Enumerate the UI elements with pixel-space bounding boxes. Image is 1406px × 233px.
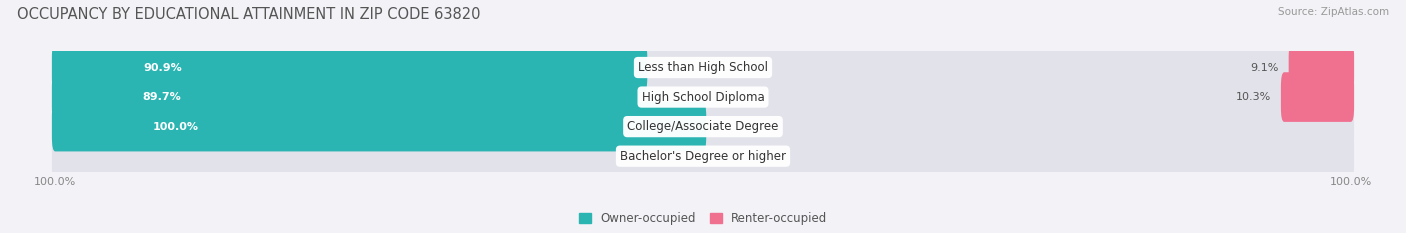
FancyBboxPatch shape bbox=[52, 43, 1354, 92]
Text: 0.0%: 0.0% bbox=[735, 122, 763, 132]
Text: 90.9%: 90.9% bbox=[143, 62, 183, 72]
FancyBboxPatch shape bbox=[52, 102, 1354, 151]
Text: 0.0%: 0.0% bbox=[643, 151, 671, 161]
Text: Source: ZipAtlas.com: Source: ZipAtlas.com bbox=[1278, 7, 1389, 17]
Text: 100.0%: 100.0% bbox=[152, 122, 198, 132]
FancyBboxPatch shape bbox=[1281, 72, 1354, 122]
FancyBboxPatch shape bbox=[1289, 43, 1354, 92]
Text: 89.7%: 89.7% bbox=[142, 92, 181, 102]
FancyBboxPatch shape bbox=[52, 131, 1354, 181]
Text: Less than High School: Less than High School bbox=[638, 61, 768, 74]
FancyBboxPatch shape bbox=[52, 43, 647, 92]
FancyBboxPatch shape bbox=[52, 72, 640, 122]
Text: College/Associate Degree: College/Associate Degree bbox=[627, 120, 779, 133]
Text: 10.3%: 10.3% bbox=[1236, 92, 1271, 102]
Text: High School Diploma: High School Diploma bbox=[641, 91, 765, 103]
Text: Bachelor's Degree or higher: Bachelor's Degree or higher bbox=[620, 150, 786, 163]
FancyBboxPatch shape bbox=[52, 72, 1354, 122]
Text: 0.0%: 0.0% bbox=[735, 151, 763, 161]
Text: OCCUPANCY BY EDUCATIONAL ATTAINMENT IN ZIP CODE 63820: OCCUPANCY BY EDUCATIONAL ATTAINMENT IN Z… bbox=[17, 7, 481, 22]
Text: 9.1%: 9.1% bbox=[1250, 62, 1279, 72]
FancyBboxPatch shape bbox=[52, 102, 706, 151]
Legend: Owner-occupied, Renter-occupied: Owner-occupied, Renter-occupied bbox=[574, 207, 832, 230]
